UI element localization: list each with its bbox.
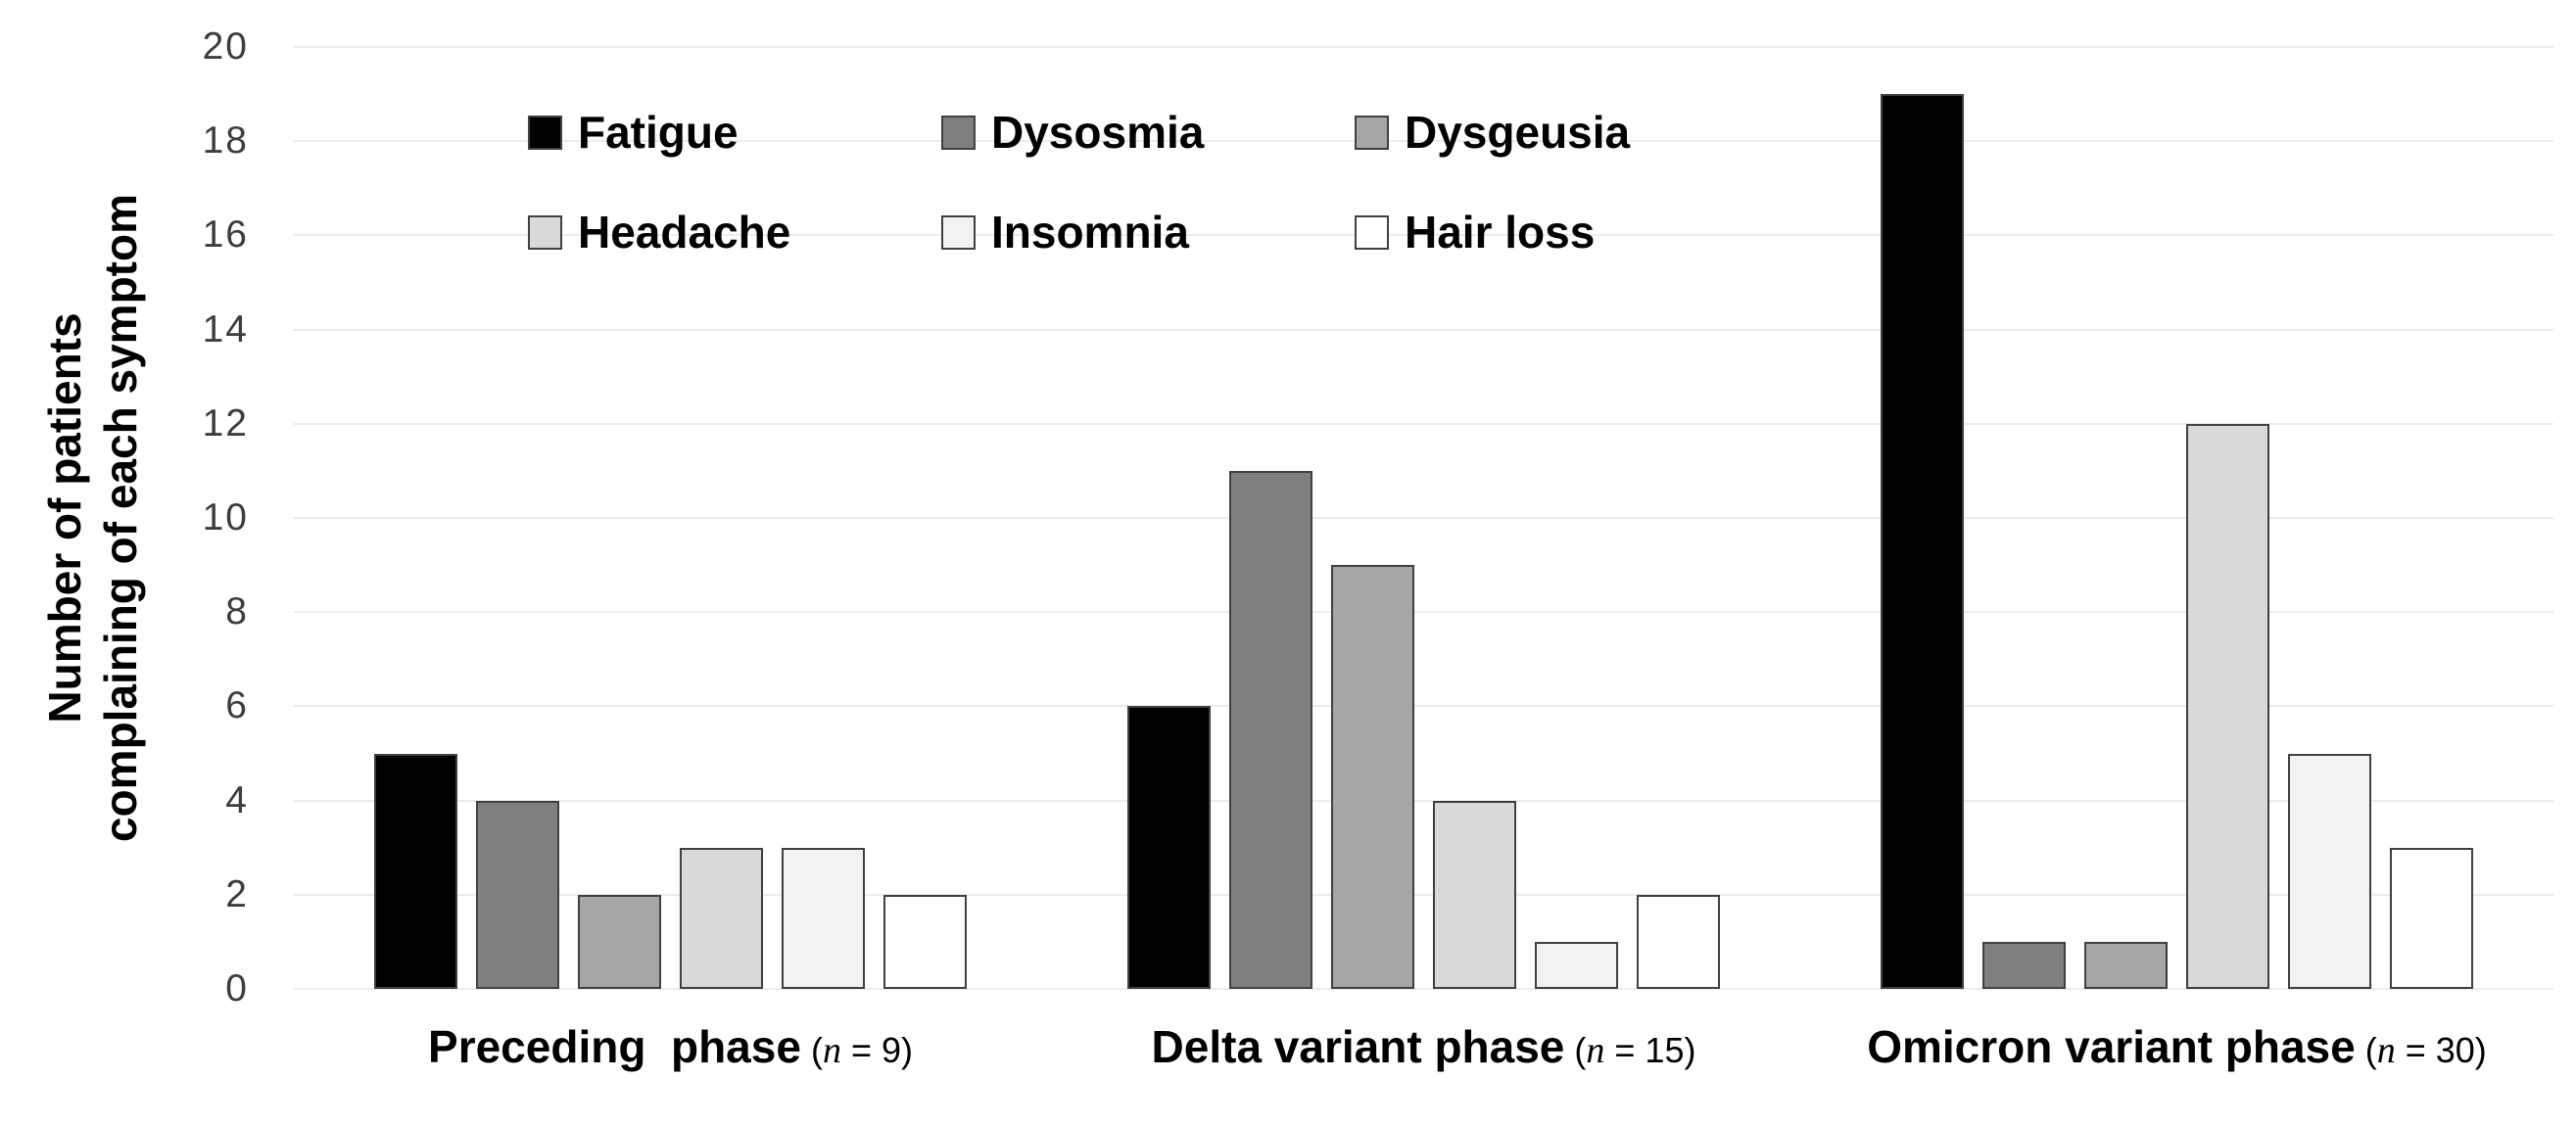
x-category-label-delta-variant-phase: Delta variant phase (n = 15) bbox=[1047, 1020, 1800, 1073]
bar-hair-loss-preceding-phase bbox=[883, 894, 967, 989]
y-axis-labels: 0 2 4 6 8 10 12 14 16 18 20 bbox=[0, 25, 257, 1009]
legend-swatch-fatigue-icon bbox=[528, 115, 562, 150]
x-category-name: Preceding phase bbox=[428, 1021, 801, 1072]
bar-fatigue-preceding-phase bbox=[374, 753, 457, 989]
legend-label-dysosmia: Dysosmia bbox=[991, 107, 1205, 158]
bar-insomnia-delta-variant-phase bbox=[1535, 941, 1618, 989]
gridline-6 bbox=[294, 705, 2553, 708]
bar-dysosmia-omicron-variant-phase bbox=[1982, 941, 2066, 989]
bar-fatigue-delta-variant-phase bbox=[1127, 706, 1211, 989]
legend-swatch-dysosmia-icon bbox=[941, 115, 976, 150]
bar-hair-loss-delta-variant-phase bbox=[1637, 894, 1720, 989]
y-tick-label-14: 14 bbox=[202, 307, 249, 351]
x-category-name: Omicron variant phase bbox=[1867, 1021, 2356, 1072]
legend-label-hair-loss: Hair loss bbox=[1405, 207, 1596, 258]
legend-label-fatigue: Fatigue bbox=[578, 107, 739, 158]
y-tick-label-10: 10 bbox=[202, 496, 249, 539]
legend-item-insomnia: Insomnia bbox=[941, 206, 1189, 258]
gridline-18 bbox=[294, 140, 2553, 143]
y-tick-label-0: 0 bbox=[225, 967, 249, 1009]
bar-dysgeusia-omicron-variant-phase bbox=[2084, 941, 2168, 989]
x-category-n-count: (n = 15) bbox=[1564, 1030, 1696, 1071]
legend-item-headache: Headache bbox=[528, 206, 790, 258]
legend-swatch-dysgeusia-icon bbox=[1355, 115, 1389, 150]
bar-fatigue-omicron-variant-phase bbox=[1881, 94, 1964, 989]
bar-headache-omicron-variant-phase bbox=[2186, 423, 2269, 989]
legend-item-hair-loss: Hair loss bbox=[1355, 206, 1595, 258]
legend-label-insomnia: Insomnia bbox=[991, 207, 1189, 258]
legend-item-dysgeusia: Dysgeusia bbox=[1355, 106, 1630, 159]
x-category-label-preceding-phase: Preceding phase (n = 9) bbox=[294, 1020, 1047, 1073]
bar-dysosmia-delta-variant-phase bbox=[1229, 470, 1312, 989]
gridline-10 bbox=[294, 517, 2553, 519]
bar-headache-delta-variant-phase bbox=[1433, 800, 1516, 989]
x-category-n-count: (n = 9) bbox=[800, 1030, 913, 1071]
gridline-2 bbox=[294, 893, 2553, 896]
y-tick-label-18: 18 bbox=[202, 119, 249, 163]
legend-item-fatigue: Fatigue bbox=[528, 106, 739, 159]
gridline-4 bbox=[294, 799, 2553, 802]
bar-insomnia-omicron-variant-phase bbox=[2288, 753, 2371, 989]
x-category-name: Delta variant phase bbox=[1151, 1021, 1565, 1072]
gridline-0 bbox=[294, 988, 2553, 990]
legend-swatch-headache-icon bbox=[528, 214, 562, 250]
gridline-12 bbox=[294, 422, 2553, 425]
y-tick-label-16: 16 bbox=[202, 213, 249, 257]
gridline-14 bbox=[294, 328, 2553, 331]
y-tick-label-12: 12 bbox=[202, 401, 249, 445]
gridline-16 bbox=[294, 234, 2553, 237]
y-tick-label-20: 20 bbox=[202, 25, 249, 68]
legend-label-dysgeusia: Dysgeusia bbox=[1405, 107, 1631, 158]
y-tick-label-2: 2 bbox=[225, 872, 249, 915]
legend-item-dysosmia: Dysosmia bbox=[941, 106, 1204, 159]
bar-hair-loss-omicron-variant-phase bbox=[2390, 847, 2473, 989]
gridline-8 bbox=[294, 611, 2553, 614]
y-tick-label-4: 4 bbox=[225, 778, 249, 821]
y-tick-label-6: 6 bbox=[225, 684, 249, 727]
x-category-n-count: (n = 30) bbox=[2355, 1030, 2487, 1071]
bar-dysgeusia-preceding-phase bbox=[578, 894, 661, 989]
y-tick-label-8: 8 bbox=[225, 590, 249, 633]
legend-swatch-insomnia-icon bbox=[941, 214, 976, 250]
legend-label-headache: Headache bbox=[578, 207, 791, 258]
bar-dysosmia-preceding-phase bbox=[476, 800, 559, 989]
x-category-label-omicron-variant-phase: Omicron variant phase (n = 30) bbox=[1800, 1020, 2553, 1073]
bar-headache-preceding-phase bbox=[680, 847, 763, 989]
bar-insomnia-preceding-phase bbox=[782, 847, 865, 989]
legend-swatch-hair-loss-icon bbox=[1355, 214, 1389, 250]
gridline-20 bbox=[294, 46, 2553, 48]
bar-dysgeusia-delta-variant-phase bbox=[1331, 565, 1414, 989]
plot-area bbox=[294, 46, 2553, 990]
